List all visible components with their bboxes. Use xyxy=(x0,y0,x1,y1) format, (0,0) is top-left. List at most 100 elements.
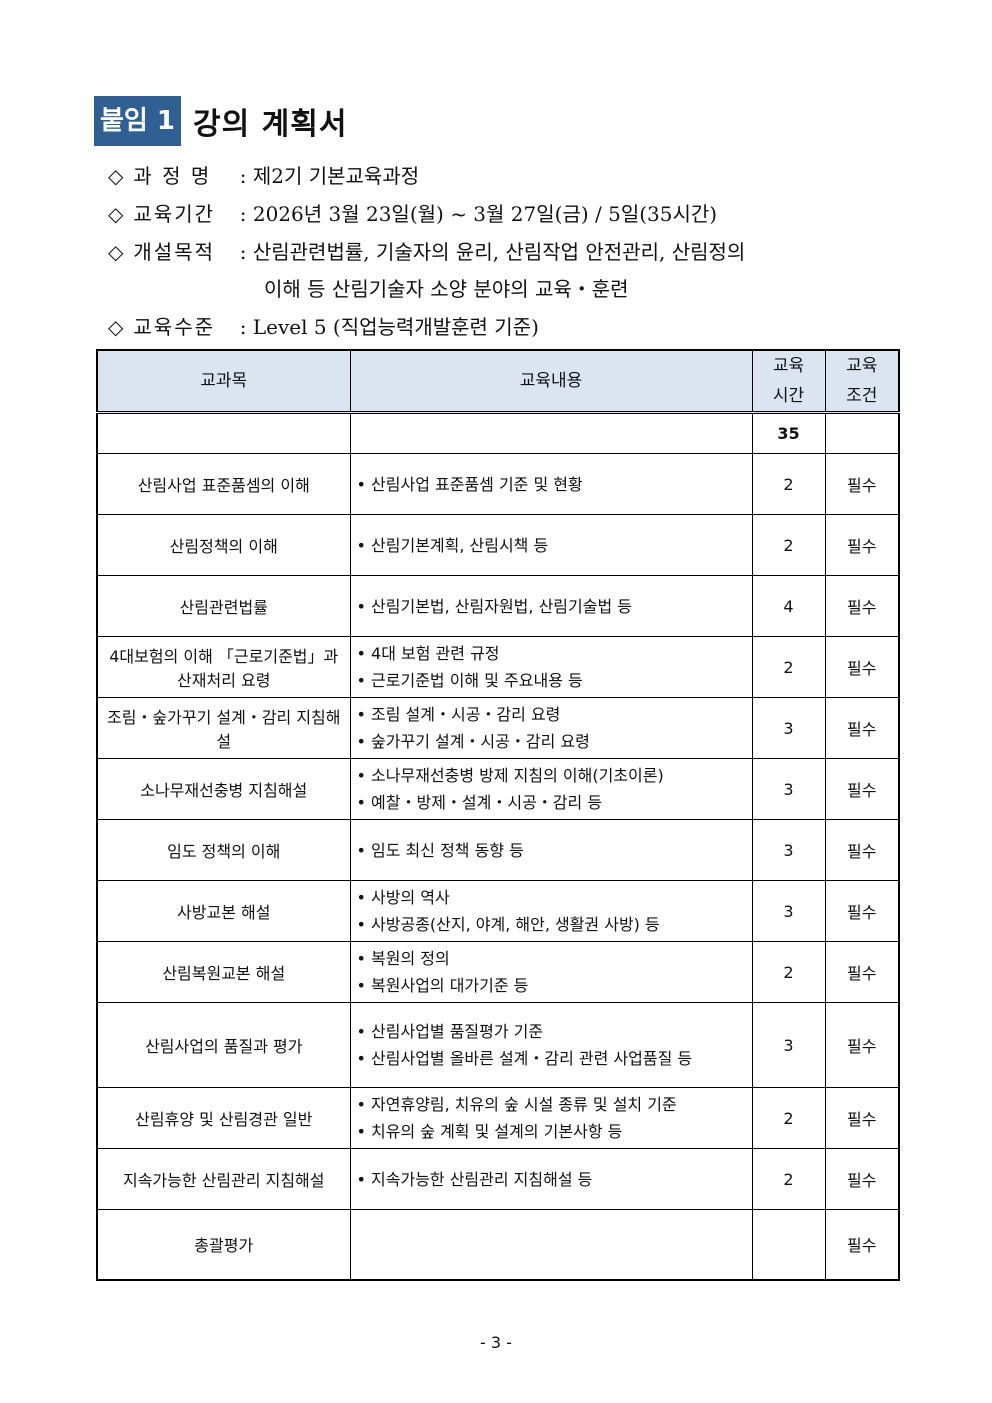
diamond-icon: ◇ xyxy=(108,164,124,188)
hours-cell: 2 xyxy=(751,1087,826,1149)
content-cell: 산림기본법, 산림자원법, 산림기술법 등 xyxy=(349,575,753,637)
condition-cell: 필수 xyxy=(824,941,900,1003)
subject-cell: 사방교본 해설 xyxy=(96,880,351,942)
page-number: - 3 - xyxy=(480,1333,512,1352)
info-level: ◇ 교육수준 : Level 5 (직업능력개발훈련 기준) xyxy=(108,315,539,339)
subject-cell: 산림정책의 이해 xyxy=(96,514,351,576)
content-item: 조림 설계・시공・감리 요령 xyxy=(357,701,746,728)
content-item: 4대 보험 관련 규정 xyxy=(357,640,746,667)
total-row: 35 xyxy=(96,412,900,454)
subject-cell: 조림・숲가꾸기 설계・감리 지침해설 xyxy=(96,697,351,759)
content-item: 복원의 정의 xyxy=(357,945,746,972)
condition-cell: 필수 xyxy=(824,880,900,942)
content-item: 사방공종(산지, 야계, 해안, 생활권 사방) 등 xyxy=(357,911,746,938)
content-cell: 복원의 정의복원사업의 대가기준 등 xyxy=(349,941,753,1003)
content-item: 복원사업의 대가기준 등 xyxy=(357,972,746,999)
table-row: 산림휴양 및 산림경관 일반자연휴양림, 치유의 숲 시설 종류 및 설치 기준… xyxy=(96,1087,900,1149)
subject-cell: 지속가능한 산림관리 지침해설 xyxy=(96,1148,351,1210)
page-title: 강의 계획서 xyxy=(192,107,348,142)
content-cell: 산림사업별 품질평가 기준산림사업별 올바른 설계・감리 관련 사업품질 등 xyxy=(349,1002,753,1088)
table-row: 산림사업의 품질과 평가산림사업별 품질평가 기준산림사업별 올바른 설계・감리… xyxy=(96,1002,900,1088)
hours-cell: 2 xyxy=(751,514,826,576)
condition-cell: 필수 xyxy=(824,1087,900,1149)
condition-cell: 필수 xyxy=(824,758,900,820)
content-cell: 산림기본계획, 산림시책 등 xyxy=(349,514,753,576)
content-cell xyxy=(349,1209,753,1280)
hours-cell: 2 xyxy=(751,941,826,1003)
subject-cell: 산림관련법률 xyxy=(96,575,351,637)
hours-cell: 3 xyxy=(751,819,826,881)
content-item: 치유의 숲 계획 및 설계의 기본사항 등 xyxy=(357,1118,746,1145)
header-hours: 교육 시간 xyxy=(751,349,826,413)
subject-cell: 임도 정책의 이해 xyxy=(96,819,351,881)
hours-cell: 3 xyxy=(751,1002,826,1088)
condition-cell: 필수 xyxy=(824,575,900,637)
hours-cell: 2 xyxy=(751,1148,826,1210)
content-cell: 임도 최신 정책 동향 등 xyxy=(349,819,753,881)
diamond-icon: ◇ xyxy=(108,315,124,339)
condition-cell: 필수 xyxy=(824,1148,900,1210)
content-cell: 소나무재선충병 방제 지침의 이해(기초이론)예찰・방제・설계・시공・감리 등 xyxy=(349,758,753,820)
condition-cell: 필수 xyxy=(824,819,900,881)
content-cell: 사방의 역사사방공종(산지, 야계, 해안, 생활권 사방) 등 xyxy=(349,880,753,942)
table-row: 총괄평가 필수 xyxy=(96,1209,900,1280)
info-period: ◇ 교육기간 : 2026년 3월 23일(월) ~ 3월 27일(금) / 5일… xyxy=(108,202,718,226)
hours-cell: 3 xyxy=(751,880,826,942)
subject-cell: 산림사업 표준품셈의 이해 xyxy=(96,453,351,515)
document-title: 붙임 1 강의 계획서 xyxy=(94,96,347,146)
hours-cell: 4 xyxy=(751,575,826,637)
content-cell: 산림사업 표준품셈 기준 및 현황 xyxy=(349,453,753,515)
subject-cell: 4대보험의 이해 「근로기준법」과 산재처리 요령 xyxy=(96,636,351,698)
info-purpose-cont: 이해 등 산림기술자 소양 분야의 교육・훈련 xyxy=(264,277,629,301)
content-item: 임도 최신 정책 동향 등 xyxy=(357,837,746,864)
info-purpose: ◇ 개설목적 : 산림관련법률, 기술자의 윤리, 산림작업 안전관리, 산림정의 xyxy=(108,240,746,264)
table-header-row: 교과목 교육내용 교육 시간 교육 조건 xyxy=(96,349,900,413)
header-condition: 교육 조건 xyxy=(824,349,900,413)
content-item: 지속가능한 산림관리 지침해설 등 xyxy=(357,1166,746,1193)
content-item: 산림사업별 올바른 설계・감리 관련 사업품질 등 xyxy=(357,1045,746,1072)
content-item: 숲가꾸기 설계・시공・감리 요령 xyxy=(357,728,746,755)
table-row: 조림・숲가꾸기 설계・감리 지침해설조림 설계・시공・감리 요령숲가꾸기 설계・… xyxy=(96,697,900,759)
total-hours: 35 xyxy=(751,412,826,454)
subject-cell: 산림복원교본 해설 xyxy=(96,941,351,1003)
content-item: 산림사업별 품질평가 기준 xyxy=(357,1018,746,1045)
diamond-icon: ◇ xyxy=(108,202,124,226)
condition-cell: 필수 xyxy=(824,1002,900,1088)
content-cell: 지속가능한 산림관리 지침해설 등 xyxy=(349,1148,753,1210)
content-cell: 조림 설계・시공・감리 요령숲가꾸기 설계・시공・감리 요령 xyxy=(349,697,753,759)
subject-cell: 총괄평가 xyxy=(96,1209,351,1280)
subject-cell: 산림휴양 및 산림경관 일반 xyxy=(96,1087,351,1149)
condition-cell: 필수 xyxy=(824,636,900,698)
content-item: 산림기본법, 산림자원법, 산림기술법 등 xyxy=(357,593,746,620)
table-row: 사방교본 해설사방의 역사사방공종(산지, 야계, 해안, 생활권 사방) 등3… xyxy=(96,880,900,942)
content-cell: 4대 보험 관련 규정근로기준법 이해 및 주요내용 등 xyxy=(349,636,753,698)
subject-cell: 소나무재선충병 지침해설 xyxy=(96,758,351,820)
info-course-name: ◇ 과 정 명 : 제2기 기본교육과정 xyxy=(108,164,420,188)
condition-cell: 필수 xyxy=(824,514,900,576)
condition-cell: 필수 xyxy=(824,453,900,515)
content-item: 근로기준법 이해 및 주요내용 등 xyxy=(357,667,746,694)
content-cell: 자연휴양림, 치유의 숲 시설 종류 및 설치 기준치유의 숲 계획 및 설계의… xyxy=(349,1087,753,1149)
attachment-badge: 붙임 1 xyxy=(94,96,181,146)
table-row: 4대보험의 이해 「근로기준법」과 산재처리 요령4대 보험 관련 규정근로기준… xyxy=(96,636,900,698)
table-row: 소나무재선충병 지침해설소나무재선충병 방제 지침의 이해(기초이론)예찰・방제… xyxy=(96,758,900,820)
content-item: 산림기본계획, 산림시책 등 xyxy=(357,532,746,559)
content-item: 예찰・방제・설계・시공・감리 등 xyxy=(357,789,746,816)
hours-cell: 2 xyxy=(751,636,826,698)
hours-cell: 3 xyxy=(751,758,826,820)
content-item: 산림사업 표준품셈 기준 및 현황 xyxy=(357,471,746,498)
hours-cell xyxy=(751,1209,826,1280)
subject-cell: 산림사업의 품질과 평가 xyxy=(96,1002,351,1088)
content-item: 사방의 역사 xyxy=(357,884,746,911)
hours-cell: 3 xyxy=(751,697,826,759)
header-content: 교육내용 xyxy=(349,349,753,413)
header-subject: 교과목 xyxy=(96,349,351,413)
condition-cell: 필수 xyxy=(824,1209,900,1280)
